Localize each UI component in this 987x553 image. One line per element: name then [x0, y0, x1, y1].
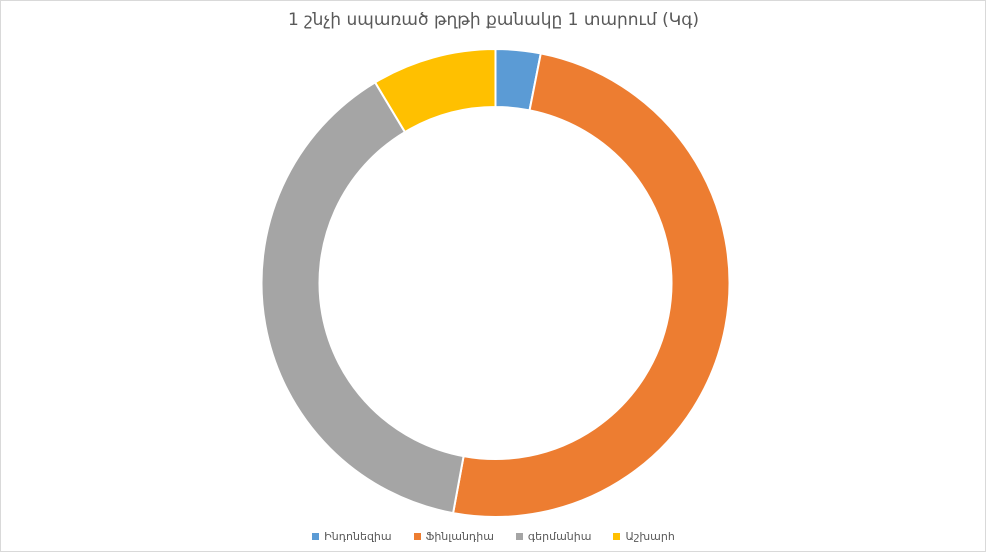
legend-item: գերմանիա: [515, 530, 592, 543]
legend-item: Ինդոնեզիա: [312, 530, 392, 543]
doughnut-slice-4: [373, 47, 497, 134]
legend-item: Ֆինլանդիա: [413, 530, 494, 543]
legend-swatch: [515, 533, 523, 540]
chart-legend: Ինդոնեզիա Ֆինլանդիա գերմանիա Աշխարհ: [0, 530, 987, 543]
legend-swatch: [312, 533, 320, 540]
doughnut-slices: [260, 47, 731, 518]
legend-swatch: [413, 533, 421, 540]
legend-item: Աշխարհ: [613, 530, 675, 543]
legend-label: գերմանիա: [527, 530, 592, 543]
chart-title: 1 շնչի սպառած թղթի քանակը 1 տարում (Կգ): [287, 10, 700, 30]
legend-label: Աշխարհ: [625, 530, 675, 543]
legend-label: Ֆինլանդիա: [425, 530, 494, 543]
doughnut-slice-3: [260, 80, 465, 515]
legend-swatch: [613, 533, 621, 540]
legend-label: Ինդոնեզիա: [324, 530, 392, 543]
doughnut-slice-2: [451, 52, 731, 518]
